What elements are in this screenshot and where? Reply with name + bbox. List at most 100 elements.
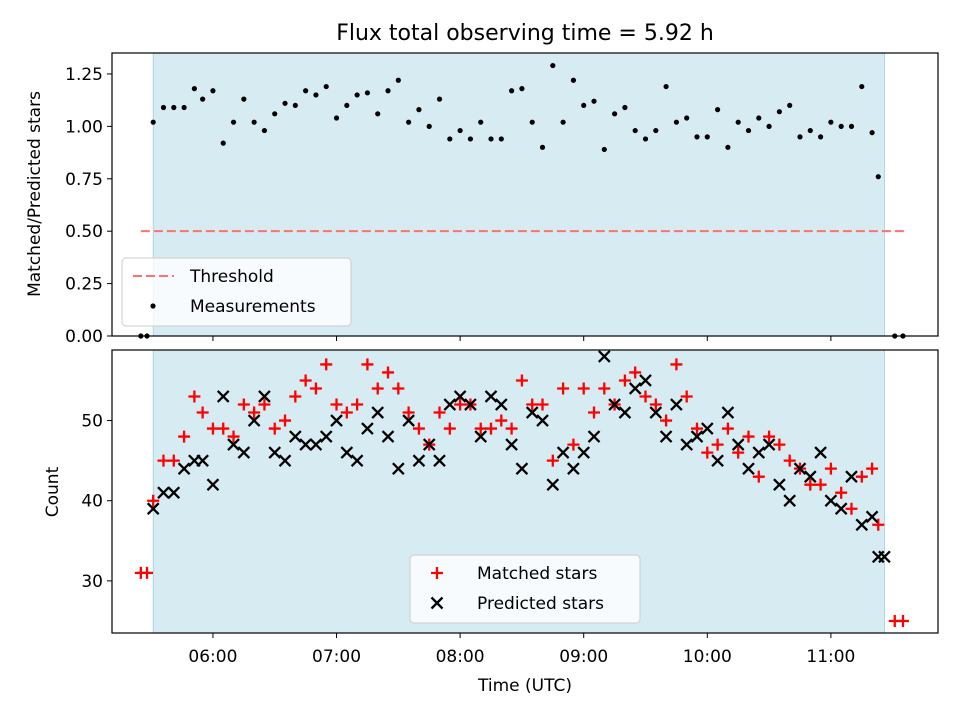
matched-stars-point: [330, 398, 343, 411]
y-tick-label: 0.50: [65, 222, 103, 242]
predicted-stars-point: [268, 446, 282, 459]
measurement-point: [478, 119, 484, 125]
predicted-stars-point: [453, 390, 467, 403]
matched-stars-point: [546, 454, 559, 467]
plot-frame: [111, 349, 939, 634]
predicted-stars-point: [177, 462, 191, 475]
measurement-point: [181, 104, 187, 111]
measurement-point: [261, 127, 268, 134]
y-tick-label: 1.00: [65, 117, 103, 137]
measurement-point: [694, 134, 700, 140]
measurement-point: [735, 119, 741, 125]
matched-stars-point: [485, 422, 498, 435]
x-tick-label: 10:00: [683, 647, 732, 667]
measurement-point: [333, 115, 340, 121]
matched-stars-point: [639, 390, 652, 403]
matched-stars-point: [773, 438, 786, 451]
legend-matched-swatch: [431, 567, 443, 579]
bottom-y-axis-label: Count: [43, 466, 63, 517]
measurement-point: [241, 96, 247, 102]
matched-stars-point: [382, 366, 395, 379]
top-y-axis-label: Matched/Predicted stars: [25, 91, 45, 297]
measurement-point: [160, 104, 167, 111]
matched-stars-point: [361, 358, 374, 371]
matched-stars-point: [309, 382, 322, 395]
measurement-point: [467, 136, 474, 142]
measurement-point: [344, 102, 350, 109]
measurement-point: [756, 115, 762, 121]
matched-stars-point: [618, 374, 631, 387]
measurement-point: [354, 92, 360, 98]
predicted-stars-point: [628, 382, 642, 395]
predicted-stars-point: [206, 478, 220, 491]
measurement-point: [653, 127, 659, 134]
plot-frame: [111, 52, 939, 337]
predicted-stars-point: [711, 454, 724, 467]
matched-stars-point: [299, 374, 312, 387]
predicted-stars-point: [299, 438, 312, 451]
matched-stars-point: [340, 406, 353, 419]
predicted-stars-point: [670, 398, 683, 411]
chart-title: Flux total observing time = 5.92 h: [336, 21, 714, 46]
legend-measurements-swatch: [150, 303, 156, 309]
measurement-point: [714, 107, 721, 113]
matched-stars-point: [670, 358, 683, 371]
matched-stars-point: [824, 462, 837, 475]
predicted-stars-point: [258, 390, 271, 403]
predicted-stars-point: [412, 454, 426, 467]
matched-stars-point: [227, 430, 240, 443]
matched-stars-point: [701, 446, 714, 459]
measurement-point: [642, 136, 649, 142]
measurement-point: [601, 146, 607, 153]
matched-stars-point: [402, 406, 415, 419]
predicted-stars-point: [536, 414, 549, 427]
measurement-point: [447, 136, 453, 142]
measurement-point: [570, 77, 577, 83]
bottom-plot-panel: 30 40 50 06:00 07:00 08:00 09:00 10:00 11:00 Matc…: [81, 349, 939, 667]
measurement-point: [797, 134, 803, 140]
predicted-stars-point: [855, 518, 869, 532]
matched-stars-point: [268, 422, 281, 435]
predicted-stars-point: [361, 422, 374, 435]
measurement-point: [529, 119, 535, 125]
matched-stars-point: [783, 454, 796, 467]
matched-stars-point: [742, 430, 755, 443]
legend-box: [409, 554, 641, 624]
measurement-point: [282, 100, 288, 106]
measurement-point: [591, 98, 597, 104]
predicted-stars-point: [227, 438, 240, 451]
measurement-point: [632, 127, 638, 134]
matched-stars-point: [598, 382, 611, 395]
y-tick-label: 0.00: [65, 327, 103, 347]
predicted-stars-point: [371, 406, 385, 419]
measurement-point: [519, 86, 525, 92]
predicted-stars-point: [577, 446, 591, 459]
y-tick-label: 50: [81, 412, 103, 432]
predicted-stars-point: [731, 438, 745, 451]
predicted-stars-point: [742, 462, 755, 475]
predicted-stars-point: [474, 430, 488, 443]
predicted-stars-point: [567, 462, 580, 475]
measurement-point: [251, 119, 257, 125]
predicted-stars-point: [752, 446, 766, 459]
y-tick-label: 1.25: [65, 65, 103, 85]
matched-stars-point: [351, 398, 364, 411]
matched-stars-point: [896, 614, 909, 627]
y-tick-label: 0.75: [65, 170, 103, 190]
measurement-point: [171, 104, 177, 111]
matched-stars-point: [649, 398, 662, 411]
matched-stars-point: [588, 406, 601, 419]
predicted-stars-point: [216, 390, 230, 403]
predicted-stars-point: [350, 454, 364, 467]
predicted-stars-point: [783, 494, 797, 508]
x-tick-label: 09:00: [559, 647, 608, 667]
x-tick-label: 11:00: [806, 647, 855, 667]
predicted-stars-point: [878, 550, 891, 564]
predicted-stars-point: [587, 430, 601, 443]
x-tick-label: 07:00: [312, 647, 361, 667]
predicted-stars-point: [690, 430, 704, 443]
predicted-stars-point: [247, 414, 261, 427]
matched-stars-point: [474, 422, 487, 435]
predicted-stars-point: [484, 390, 498, 403]
matched-stars-point: [752, 470, 765, 483]
